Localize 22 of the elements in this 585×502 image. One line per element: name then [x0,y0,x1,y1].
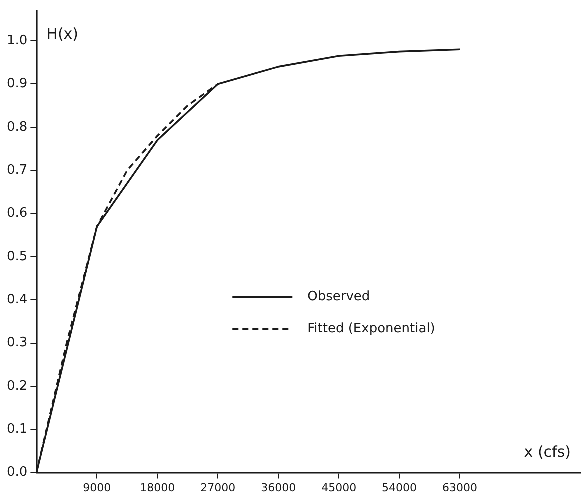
y-tick-label: 0.4 [6,292,28,308]
x-axis-title: x (cfs) [524,443,571,462]
x-tick-label: 45000 [322,481,357,494]
y-tick-label: 0.6 [6,206,28,222]
y-tick-label: 0.9 [6,76,28,92]
x-tick-label: 63000 [442,481,478,494]
y-tick-label: 0.8 [6,120,28,135]
y-tick-label: 0.3 [6,336,28,351]
x-tick-label: 54000 [382,481,418,494]
y-tick-label: 0.1 [6,422,28,437]
y-tick-label: 1.0 [6,33,28,48]
legend-label: Fitted (Exponential) [308,322,436,337]
legend-label: Observed [308,290,370,305]
y-tick-label: 0.5 [6,249,28,264]
y-tick-label: 0.0 [6,465,28,480]
x-tick-label: 27000 [200,481,236,494]
x-tick-label: 9000 [83,481,112,494]
y-tick-label: 0.7 [6,162,28,178]
x-tick-label: 18000 [140,481,176,494]
y-axis-title: H(x) [46,24,79,43]
y-tick-label: 0.2 [6,378,28,394]
x-tick-label: 36000 [261,481,296,494]
